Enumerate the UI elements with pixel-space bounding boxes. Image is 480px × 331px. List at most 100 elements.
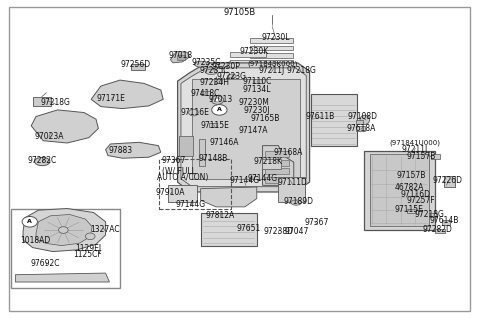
Bar <box>168 185 197 202</box>
Bar <box>214 79 222 83</box>
Text: 97692C: 97692C <box>31 259 60 268</box>
Bar <box>253 79 262 83</box>
Text: 97013: 97013 <box>208 95 232 104</box>
Text: A: A <box>217 107 222 113</box>
Polygon shape <box>170 51 190 63</box>
Bar <box>201 213 257 246</box>
Polygon shape <box>181 68 306 187</box>
Text: 97238D: 97238D <box>264 227 293 236</box>
Bar <box>442 220 450 225</box>
Bar <box>221 66 247 69</box>
Text: 97189D: 97189D <box>283 197 313 207</box>
Text: 97165B: 97165B <box>251 114 280 123</box>
Text: 97111D: 97111D <box>277 178 307 187</box>
Bar <box>370 154 429 226</box>
Bar <box>230 60 266 64</box>
Text: 97230M: 97230M <box>239 98 270 107</box>
Bar <box>435 229 445 233</box>
Circle shape <box>215 98 220 102</box>
Text: 97157B: 97157B <box>407 152 436 161</box>
Bar <box>199 139 205 166</box>
Bar <box>429 213 437 217</box>
Bar <box>250 60 293 65</box>
Text: 97023A: 97023A <box>34 131 64 141</box>
Bar <box>159 159 231 209</box>
Circle shape <box>211 96 224 104</box>
Bar <box>230 52 266 57</box>
Text: 97418C: 97418C <box>190 89 220 98</box>
Text: 97144G: 97144G <box>247 173 277 183</box>
Bar <box>33 97 51 106</box>
Text: 97256D: 97256D <box>120 60 150 70</box>
Text: (W/ FULL: (W/ FULL <box>162 166 196 176</box>
Text: 97108D: 97108D <box>348 112 377 121</box>
Circle shape <box>85 233 95 240</box>
Bar <box>177 55 185 60</box>
Text: 97218G: 97218G <box>286 66 316 75</box>
Text: 97910A: 97910A <box>156 188 185 197</box>
Text: 97282D: 97282D <box>423 225 453 234</box>
Bar <box>265 151 289 157</box>
Bar <box>209 123 217 127</box>
Polygon shape <box>15 273 109 282</box>
Text: A: A <box>27 219 32 224</box>
Text: 97226D: 97226D <box>433 176 463 185</box>
Text: 97116D: 97116D <box>401 190 431 199</box>
Text: 97134L: 97134L <box>242 85 271 94</box>
Polygon shape <box>91 80 163 109</box>
Text: 97230P: 97230P <box>211 62 240 71</box>
Text: AUTO A/CON): AUTO A/CON) <box>156 173 208 182</box>
Ellipse shape <box>360 115 370 124</box>
Text: 97257F: 97257F <box>406 196 435 206</box>
Text: 97157B: 97157B <box>396 171 426 180</box>
Text: 1327AC: 1327AC <box>90 224 120 234</box>
Circle shape <box>22 216 37 227</box>
Circle shape <box>59 227 68 233</box>
Text: 97144G: 97144G <box>176 200 205 210</box>
Bar <box>265 168 289 174</box>
Bar <box>444 176 455 187</box>
Polygon shape <box>36 214 92 246</box>
Text: 97230L: 97230L <box>262 32 290 42</box>
Text: 97614B: 97614B <box>429 216 459 225</box>
Text: 97230K: 97230K <box>240 47 269 57</box>
Text: 97146A: 97146A <box>209 138 239 147</box>
Bar <box>250 38 293 43</box>
Ellipse shape <box>194 61 209 67</box>
Bar <box>230 67 266 71</box>
Text: 97218K: 97218K <box>254 157 283 166</box>
Polygon shape <box>201 187 257 207</box>
Text: 97110C: 97110C <box>242 76 272 86</box>
Text: 97148B: 97148B <box>198 154 227 163</box>
Text: 97883: 97883 <box>108 146 132 155</box>
Text: 97218G: 97218G <box>40 98 70 107</box>
Bar <box>230 74 266 79</box>
Ellipse shape <box>228 74 236 78</box>
Bar <box>262 159 281 169</box>
Bar <box>407 209 416 213</box>
Text: 97282C: 97282C <box>28 156 57 166</box>
Text: 97018: 97018 <box>169 51 193 60</box>
Bar <box>278 177 305 202</box>
Bar <box>201 91 210 95</box>
Text: 97115E: 97115E <box>394 205 423 214</box>
Polygon shape <box>263 146 294 185</box>
Bar <box>356 126 365 131</box>
Bar <box>11 209 120 288</box>
Polygon shape <box>23 209 106 252</box>
Bar <box>364 151 435 230</box>
Text: 97367: 97367 <box>305 218 329 227</box>
Bar <box>179 136 193 156</box>
Bar <box>431 154 440 159</box>
Bar <box>250 68 293 72</box>
Text: 97230J: 97230J <box>243 106 270 115</box>
Bar <box>265 177 289 183</box>
Bar <box>265 160 289 166</box>
Text: 97211J: 97211J <box>401 145 427 154</box>
Circle shape <box>189 109 198 116</box>
Ellipse shape <box>291 200 301 205</box>
Text: 97168A: 97168A <box>273 148 303 157</box>
Polygon shape <box>31 110 98 143</box>
Text: 97812A: 97812A <box>206 211 235 220</box>
Bar <box>356 120 363 124</box>
